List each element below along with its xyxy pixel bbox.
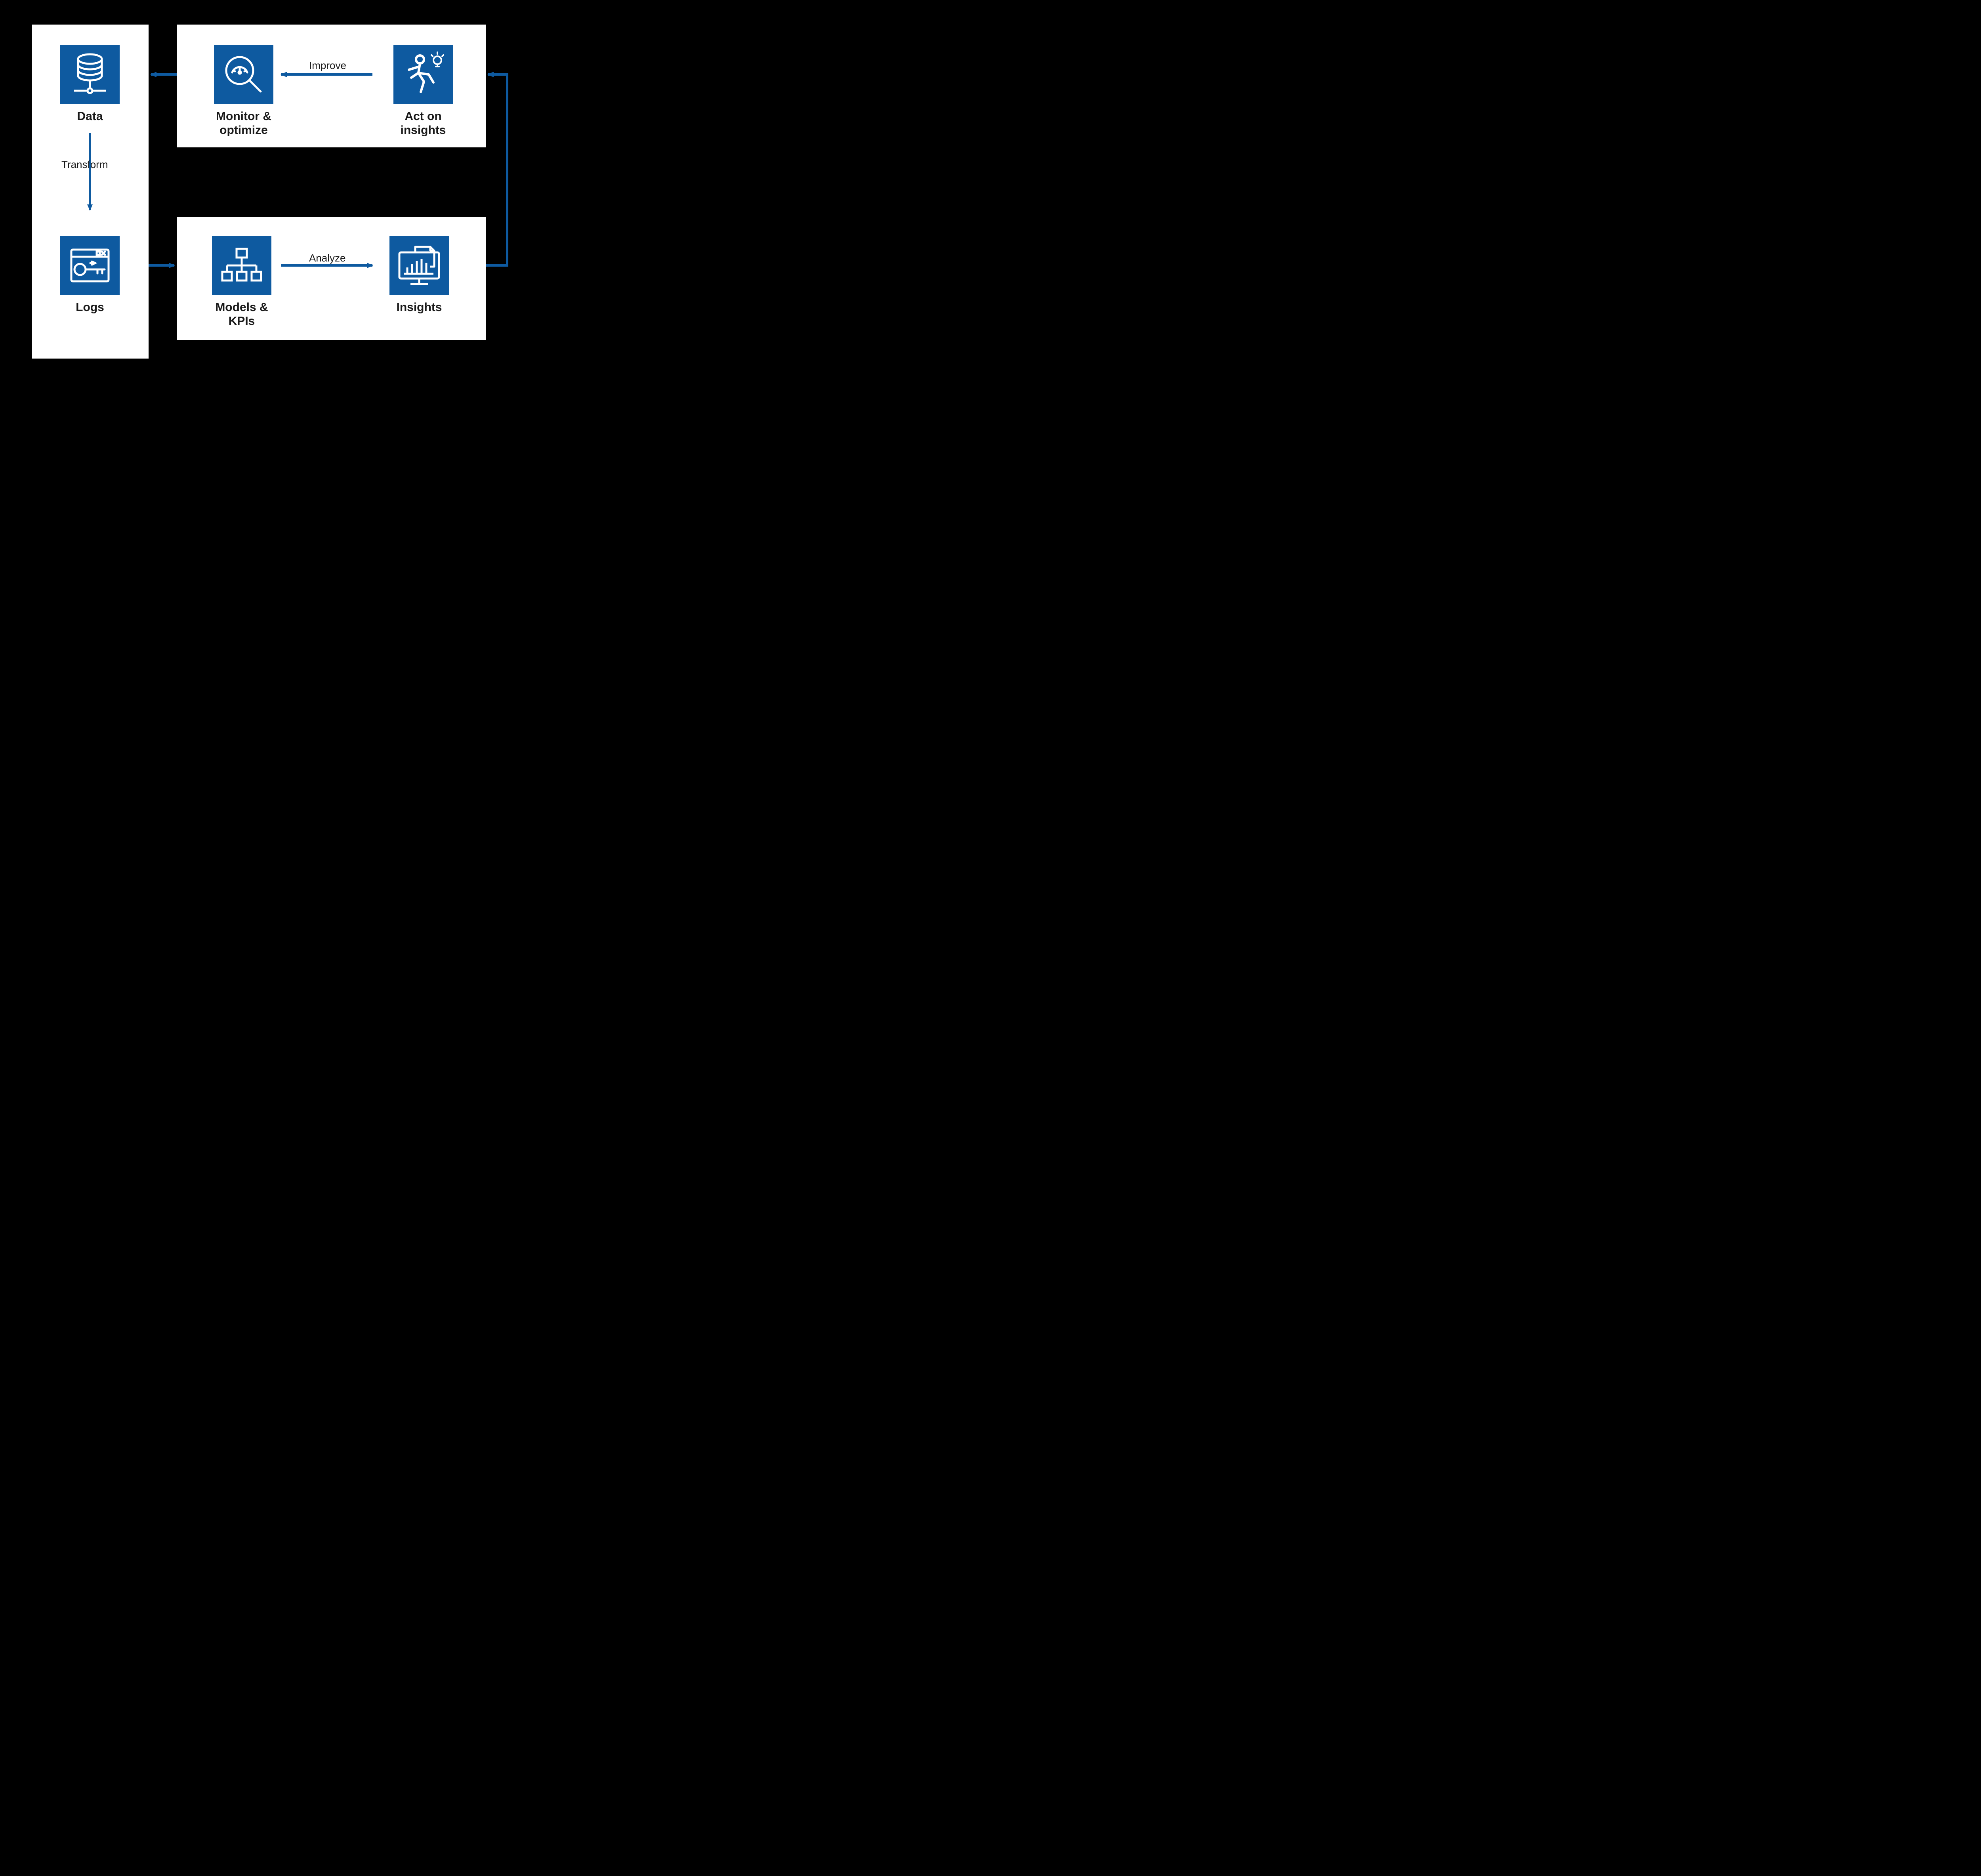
node-insights: Insights — [389, 236, 449, 315]
database-icon — [60, 45, 120, 104]
edge-label-improve: Improve — [309, 59, 346, 72]
diagram-canvas: Transform Analyze Improve Data — [0, 0, 521, 358]
node-data: Data — [60, 45, 120, 124]
node-label-data: Data — [77, 110, 103, 124]
logs-icon — [60, 236, 120, 295]
node-monitor: Monitor &optimize — [204, 45, 283, 137]
node-logs: Logs — [60, 236, 120, 315]
node-act: Act oninsights — [389, 45, 457, 137]
node-label-monitor: Monitor &optimize — [216, 110, 271, 137]
edge-label-analyze: Analyze — [309, 252, 346, 264]
node-label-act: Act oninsights — [400, 110, 446, 137]
node-label-logs: Logs — [76, 301, 104, 315]
hierarchy-icon — [212, 236, 271, 295]
edge-label-transform: Transform — [61, 158, 108, 171]
dashboard-chart-icon — [389, 236, 449, 295]
edge-insights-to-act — [486, 74, 507, 265]
node-label-models: Models &KPIs — [215, 301, 268, 328]
gauge-lens-icon — [214, 45, 273, 104]
run-idea-icon — [393, 45, 453, 104]
node-models: Models &KPIs — [204, 236, 279, 328]
node-label-insights: Insights — [396, 301, 442, 315]
